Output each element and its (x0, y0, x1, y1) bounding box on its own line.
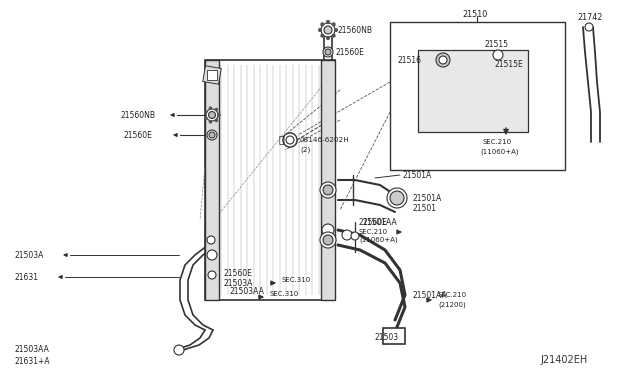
Text: 21516: 21516 (398, 55, 422, 64)
Bar (390, 22, 565, 170)
Text: 21560E: 21560E (336, 48, 365, 57)
Text: 21503A: 21503A (14, 250, 44, 260)
Text: 21631+A: 21631+A (14, 357, 50, 366)
Circle shape (326, 20, 330, 23)
Text: 21501AA: 21501AA (413, 291, 448, 299)
Bar (418, 50, 528, 132)
Circle shape (205, 111, 207, 113)
Text: (21200): (21200) (438, 302, 466, 308)
Circle shape (390, 191, 404, 205)
Circle shape (320, 182, 336, 198)
Circle shape (324, 26, 332, 34)
Text: 21503AA: 21503AA (14, 346, 49, 355)
Text: 21560E: 21560E (224, 269, 253, 278)
Circle shape (320, 232, 336, 248)
Circle shape (209, 112, 216, 119)
Text: 21503A: 21503A (224, 279, 253, 288)
Circle shape (321, 34, 324, 37)
Text: 21515: 21515 (485, 39, 509, 48)
Text: ⓘ: ⓘ (278, 134, 284, 144)
Circle shape (208, 271, 216, 279)
Circle shape (283, 133, 297, 147)
Text: 21560E: 21560E (123, 131, 152, 140)
Text: J21402EH: J21402EH (540, 355, 588, 365)
Circle shape (207, 130, 217, 140)
Circle shape (332, 34, 335, 37)
Circle shape (493, 50, 503, 60)
Text: 21501A: 21501A (413, 193, 442, 202)
Circle shape (323, 47, 333, 57)
Circle shape (321, 23, 324, 26)
Circle shape (436, 53, 450, 67)
Text: SEC.310: SEC.310 (270, 291, 300, 297)
Circle shape (387, 188, 407, 208)
Circle shape (207, 250, 217, 260)
Text: 21742: 21742 (577, 13, 602, 22)
Circle shape (205, 117, 207, 119)
Bar (321, 60, 335, 300)
Circle shape (209, 107, 212, 109)
Circle shape (319, 29, 321, 32)
Text: 21560NB: 21560NB (120, 110, 155, 119)
Bar (383, 328, 405, 344)
Text: (11060+A): (11060+A) (480, 149, 518, 155)
Bar (205, 60, 335, 300)
Text: 21503AA: 21503AA (230, 286, 265, 295)
Text: SEC.210: SEC.210 (359, 229, 388, 235)
Circle shape (326, 36, 330, 39)
Circle shape (351, 232, 359, 240)
Circle shape (206, 109, 218, 121)
Circle shape (283, 133, 297, 147)
Circle shape (286, 136, 294, 144)
Circle shape (332, 23, 335, 26)
Text: 21560NB: 21560NB (338, 26, 373, 35)
Circle shape (215, 119, 218, 122)
Circle shape (209, 132, 215, 138)
Circle shape (335, 29, 337, 32)
Text: SEC.310: SEC.310 (282, 277, 311, 283)
Text: 21510: 21510 (462, 10, 487, 19)
Circle shape (218, 114, 220, 116)
Circle shape (323, 185, 333, 195)
Text: (11060+A): (11060+A) (359, 237, 397, 243)
Text: 21501A: 21501A (403, 170, 432, 180)
Text: 08146-6202H: 08146-6202H (300, 137, 349, 143)
Text: 21503: 21503 (375, 334, 399, 343)
Circle shape (209, 121, 212, 123)
Circle shape (323, 235, 333, 245)
Text: 21515E: 21515E (495, 60, 524, 68)
Text: SEC.210: SEC.210 (438, 292, 467, 298)
Text: 21501AA: 21501AA (363, 218, 397, 227)
Circle shape (322, 224, 334, 236)
Bar (207, 70, 217, 80)
Text: 21560E: 21560E (359, 218, 388, 227)
Text: 21631: 21631 (14, 273, 38, 282)
Circle shape (325, 49, 331, 55)
Text: (2): (2) (300, 147, 310, 153)
Bar (205, 60, 219, 300)
Text: 21501: 21501 (413, 203, 437, 212)
Circle shape (321, 23, 335, 37)
Circle shape (439, 56, 447, 64)
Circle shape (174, 345, 184, 355)
Bar (203, 66, 221, 84)
Circle shape (585, 23, 593, 31)
Circle shape (207, 236, 215, 244)
Text: SEC.210: SEC.210 (483, 139, 512, 145)
Circle shape (342, 230, 352, 240)
Circle shape (215, 108, 218, 111)
